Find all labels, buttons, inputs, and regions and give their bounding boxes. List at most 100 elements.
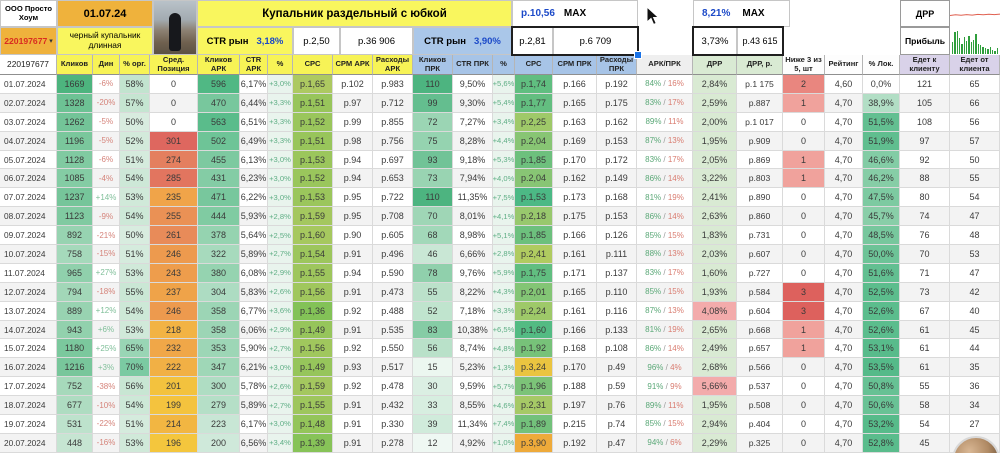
cell-cpc_prk[interactable]: р.1,74	[515, 75, 553, 94]
cell-pct_ark[interactable]: +2,6%	[268, 377, 293, 397]
cell-drr_rub[interactable]: р.404	[737, 415, 783, 434]
cell-ctr_ark[interactable]: 6,23%	[240, 169, 268, 189]
cell-pct_prk[interactable]: +5,9%	[493, 263, 515, 283]
cell-cpm_ark[interactable]: р.92	[333, 339, 373, 359]
cell-org[interactable]: 54%	[120, 396, 150, 416]
cell-rash_prk[interactable]: р.74	[597, 415, 637, 434]
cell-pct_ark[interactable]: +3,0%	[268, 188, 293, 208]
cell-cpm_ark[interactable]: р.94	[333, 150, 373, 170]
cell-cpc_ark[interactable]: р.1,48	[293, 415, 333, 434]
cell-drr_rub[interactable]: р.657	[737, 339, 783, 359]
cell-sred_pos[interactable]: 201	[150, 377, 198, 397]
cell-lok[interactable]: 46,2%	[863, 169, 900, 189]
col-header-pct_prk[interactable]: %	[493, 55, 515, 75]
cell-sred_pos[interactable]: 261	[150, 226, 198, 246]
cell-din[interactable]: -5%	[93, 131, 120, 151]
cell-drr[interactable]: 3,22%	[693, 169, 737, 189]
cell-ctr_ark[interactable]: 5,93%	[240, 207, 268, 227]
cell-kliki[interactable]: 892	[57, 226, 93, 246]
cell-rash_prk[interactable]: р.76	[597, 396, 637, 416]
cell-date[interactable]: 11.07.2024	[0, 263, 57, 283]
cell-kliki_ark[interactable]: 279	[198, 396, 240, 416]
cell-rating[interactable]: 4,70	[825, 93, 863, 113]
cell-kliki[interactable]: 1180	[57, 339, 93, 359]
cell-lok[interactable]: 52,6%	[863, 320, 900, 340]
cell-nizhe3[interactable]: 0	[783, 415, 825, 434]
col-header-rating[interactable]: Рейтинг	[825, 55, 863, 75]
cell-kliki_prk[interactable]: 99	[413, 93, 453, 113]
cell-drr[interactable]: 2,63%	[693, 207, 737, 227]
cell-pct_ark[interactable]: +2,5%	[268, 226, 293, 246]
cell-lok[interactable]: 53,2%	[863, 415, 900, 434]
cell-kliki_ark[interactable]: 471	[198, 188, 240, 208]
cell-pct_ark[interactable]: +3,0%	[268, 358, 293, 378]
cell-ctr_ark[interactable]: 5,83%	[240, 282, 268, 302]
cell-rating[interactable]: 4,70	[825, 245, 863, 264]
cell-cpm_ark[interactable]: р.93	[333, 358, 373, 378]
cell-rash_prk[interactable]: р.162	[597, 112, 637, 132]
cell-ctr_ark[interactable]: 6,44%	[240, 93, 268, 113]
cell-kliki_ark[interactable]: 378	[198, 226, 240, 246]
spark-profit-label-cell[interactable]: Прибыль	[900, 27, 950, 55]
col-header-lok[interactable]: % Лок.	[863, 55, 900, 75]
cell-rash_ark[interactable]: р.722	[373, 188, 413, 208]
cell-ctr_ark[interactable]: 5,89%	[240, 245, 268, 264]
cell-rating[interactable]: 4,70	[825, 263, 863, 283]
cell-ark_prk[interactable]: 81% / 19%	[637, 188, 693, 208]
cell-org[interactable]: 56%	[120, 377, 150, 397]
cell-pct_prk[interactable]: +3,3%	[493, 301, 515, 321]
cell-rating[interactable]: 4,70	[825, 301, 863, 321]
cell-cpm_prk[interactable]: р.168	[553, 339, 597, 359]
cell-kliki_prk[interactable]: 55	[413, 282, 453, 302]
cell-sred_pos[interactable]: 0	[150, 112, 198, 132]
cell-kliki_ark[interactable]: 300	[198, 377, 240, 397]
cell-ctr_ark[interactable]: 5,90%	[240, 339, 268, 359]
cell-din[interactable]: -9%	[93, 207, 120, 227]
col-header-nizhe3[interactable]: Ниже 3 из 5, шт	[783, 55, 825, 75]
cell-edet_k[interactable]: 80	[900, 188, 950, 208]
cell-rash_ark[interactable]: р.697	[373, 150, 413, 170]
cell-cpm_ark[interactable]: р.97	[333, 93, 373, 113]
cell-pct_prk[interactable]: +5,6%	[493, 75, 515, 94]
cell-cpc_ark[interactable]: р.1,55	[293, 396, 333, 416]
cell-drr_rub[interactable]: р.325	[737, 433, 783, 453]
cell-cpm_prk[interactable]: р.197	[553, 396, 597, 416]
cell-cpm_prk[interactable]: р.215	[553, 415, 597, 434]
cell-cpc_ark[interactable]: р.1,56	[293, 339, 333, 359]
cell-drr_rub[interactable]: р.869	[737, 150, 783, 170]
col-header-org[interactable]: % орг.	[120, 55, 150, 75]
cell-edet_k[interactable]: 61	[900, 358, 950, 378]
cell-nizhe3[interactable]: 3	[783, 301, 825, 321]
cell-pct_ark[interactable]: +2,7%	[268, 396, 293, 416]
cell-drr_rub[interactable]: р.887	[737, 93, 783, 113]
cell-date[interactable]: 15.07.2024	[0, 339, 57, 359]
cell-cpc_ark[interactable]: р.1,65	[293, 75, 333, 94]
cell-kliki_prk[interactable]: 110	[413, 75, 453, 94]
company-name-cell[interactable]: ООО Просто Хоум	[0, 0, 57, 27]
cell-ctr_prk[interactable]: 11,34%	[453, 415, 493, 434]
cell-sred_pos[interactable]: 222	[150, 358, 198, 378]
cell-kliki_ark[interactable]: 353	[198, 339, 240, 359]
cell-edet_k[interactable]: 88	[900, 169, 950, 189]
cell-rating[interactable]: 4,70	[825, 415, 863, 434]
cell-pct_prk[interactable]: +4,1%	[493, 207, 515, 227]
cell-date[interactable]: 08.07.2024	[0, 207, 57, 227]
cell-rating[interactable]: 4,70	[825, 433, 863, 453]
cell-drr[interactable]: 1,60%	[693, 263, 737, 283]
cell-cpc_prk[interactable]: р.2,01	[515, 282, 553, 302]
cell-drr_rub[interactable]: р.1 017	[737, 112, 783, 132]
cell-date[interactable]: 16.07.2024	[0, 358, 57, 378]
cell-rash_prk[interactable]: р.149	[597, 169, 637, 189]
cell-rash_ark[interactable]: р.278	[373, 433, 413, 453]
cell-kliki_prk[interactable]: 39	[413, 415, 453, 434]
cell-rating[interactable]: 4,70	[825, 169, 863, 189]
cell-drr_rub[interactable]: р.508	[737, 396, 783, 416]
cell-rash_prk[interactable]: р.168	[597, 188, 637, 208]
cell-cpc_ark[interactable]: р.1,52	[293, 112, 333, 132]
cell-org[interactable]: 55%	[120, 282, 150, 302]
cell-cpm_prk[interactable]: р.188	[553, 377, 597, 397]
cell-edet_k[interactable]: 55	[900, 377, 950, 397]
cell-cpc_prk[interactable]: р.3,90	[515, 433, 553, 453]
cell-pct_ark[interactable]: +3,0%	[268, 75, 293, 94]
cell-pct_prk[interactable]: +4,4%	[493, 131, 515, 151]
